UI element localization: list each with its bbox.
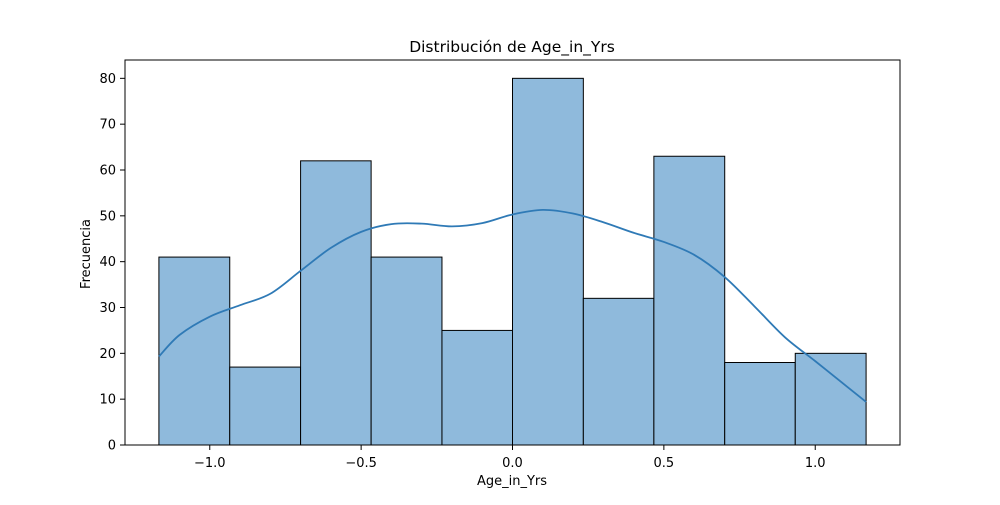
x-tick-label: 1.0 xyxy=(805,456,826,471)
x-tick-label: 0.5 xyxy=(654,456,675,471)
y-tick-label: 50 xyxy=(99,209,116,224)
y-tick-label: 30 xyxy=(99,301,116,316)
histogram-bar-0 xyxy=(158,256,231,446)
y-tick-label: 80 xyxy=(99,72,116,87)
x-tick-label: −1.0 xyxy=(194,456,226,471)
kde-line xyxy=(158,208,867,403)
y-axis: 0 10 20 30 40 50 60 70 80 xyxy=(99,72,125,454)
x-axis: −1.0 −0.5 0.0 0.5 1.0 xyxy=(194,445,826,471)
y-tick-label: 70 xyxy=(99,118,116,133)
x-tick-label: −0.5 xyxy=(345,456,377,471)
y-tick-label: 40 xyxy=(99,255,116,270)
histogram-bar-7 xyxy=(653,155,726,446)
y-tick-label: 10 xyxy=(99,393,116,408)
histogram-bar-9 xyxy=(794,352,867,446)
x-axis-label: Age_in_Yrs xyxy=(477,474,547,489)
histogram-bar-5 xyxy=(512,77,584,446)
x-tick-label: 0.0 xyxy=(502,456,523,471)
histogram-bar-1 xyxy=(229,366,302,446)
histogram-bars xyxy=(158,77,867,446)
y-tick-label: 20 xyxy=(99,347,116,362)
histogram-bar-4 xyxy=(441,329,513,446)
histogram-bar-8 xyxy=(724,362,796,446)
chart-title: Distribución de Age_in_Yrs xyxy=(409,38,615,57)
histogram-bar-6 xyxy=(582,297,655,446)
histogram-bar-3 xyxy=(370,256,443,446)
histogram-bar-2 xyxy=(300,160,372,446)
y-tick-label: 60 xyxy=(99,164,116,179)
y-axis-label: Frecuencia xyxy=(79,219,94,289)
y-tick-label: 0 xyxy=(108,439,116,454)
